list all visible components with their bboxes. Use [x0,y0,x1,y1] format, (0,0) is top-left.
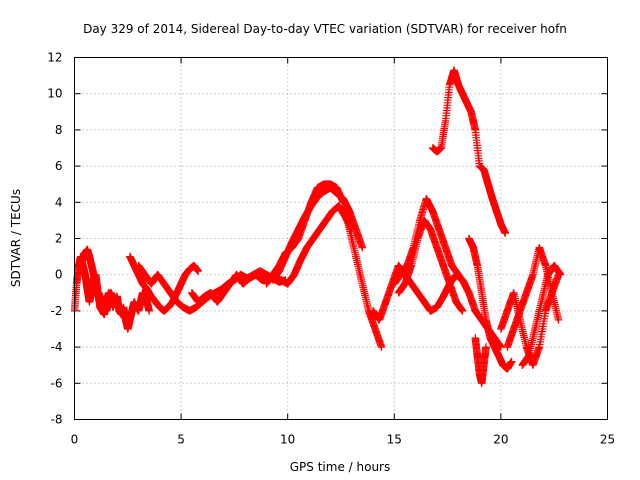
y-axis-label: SDTVAR / TECUs [9,189,23,287]
x-tick-label: 15 [387,433,402,447]
x-tick-label: 5 [177,433,185,447]
y-tick-label: 12 [47,51,62,65]
x-axis-label: GPS time / hours [290,460,391,474]
series-arc-l [428,66,509,237]
data-markers [518,261,565,369]
series-arc-q [518,261,565,369]
data-markers [428,66,509,237]
data-markers [471,334,490,388]
x-tick-label: 20 [493,433,508,447]
data-markers [394,216,467,315]
x-tick-label: 0 [71,433,79,447]
x-tick-label: 10 [280,433,295,447]
series-arc-m [465,234,516,373]
series-arc-k [394,216,467,315]
series-arc-h [283,202,356,288]
plot-frame [74,57,608,420]
y-tick-label: 10 [47,87,62,101]
series-arc-b [75,245,121,315]
y-tick-label: 2 [55,232,63,246]
series-arc-n [471,334,490,388]
data-markers [269,184,367,284]
series-arc-j [390,194,469,288]
data-markers [75,245,121,315]
tick-marks [74,57,608,420]
x-tick-label: 25 [600,433,615,447]
y-tick-label: -8 [51,413,63,427]
data-markers [465,234,516,373]
y-tick-label: -2 [51,304,63,318]
data-markers [390,194,469,288]
y-tick-labels: -8 -6 -4 -2 0 2 4 6 8 10 12 [47,51,62,427]
data-series [70,66,565,388]
x-tick-labels: 0 5 10 15 20 25 [71,433,615,447]
series-arc-g [269,184,367,284]
y-tick-label: -6 [51,376,63,390]
y-tick-label: 4 [55,195,63,209]
y-tick-label: 0 [55,268,63,282]
y-tick-label: 8 [55,123,63,137]
grid [74,57,608,420]
chart-title: Day 329 of 2014, Sidereal Day-to-day VTE… [83,22,567,36]
y-tick-label: -4 [51,340,63,354]
data-markers [283,202,356,288]
y-tick-label: 6 [55,159,63,173]
